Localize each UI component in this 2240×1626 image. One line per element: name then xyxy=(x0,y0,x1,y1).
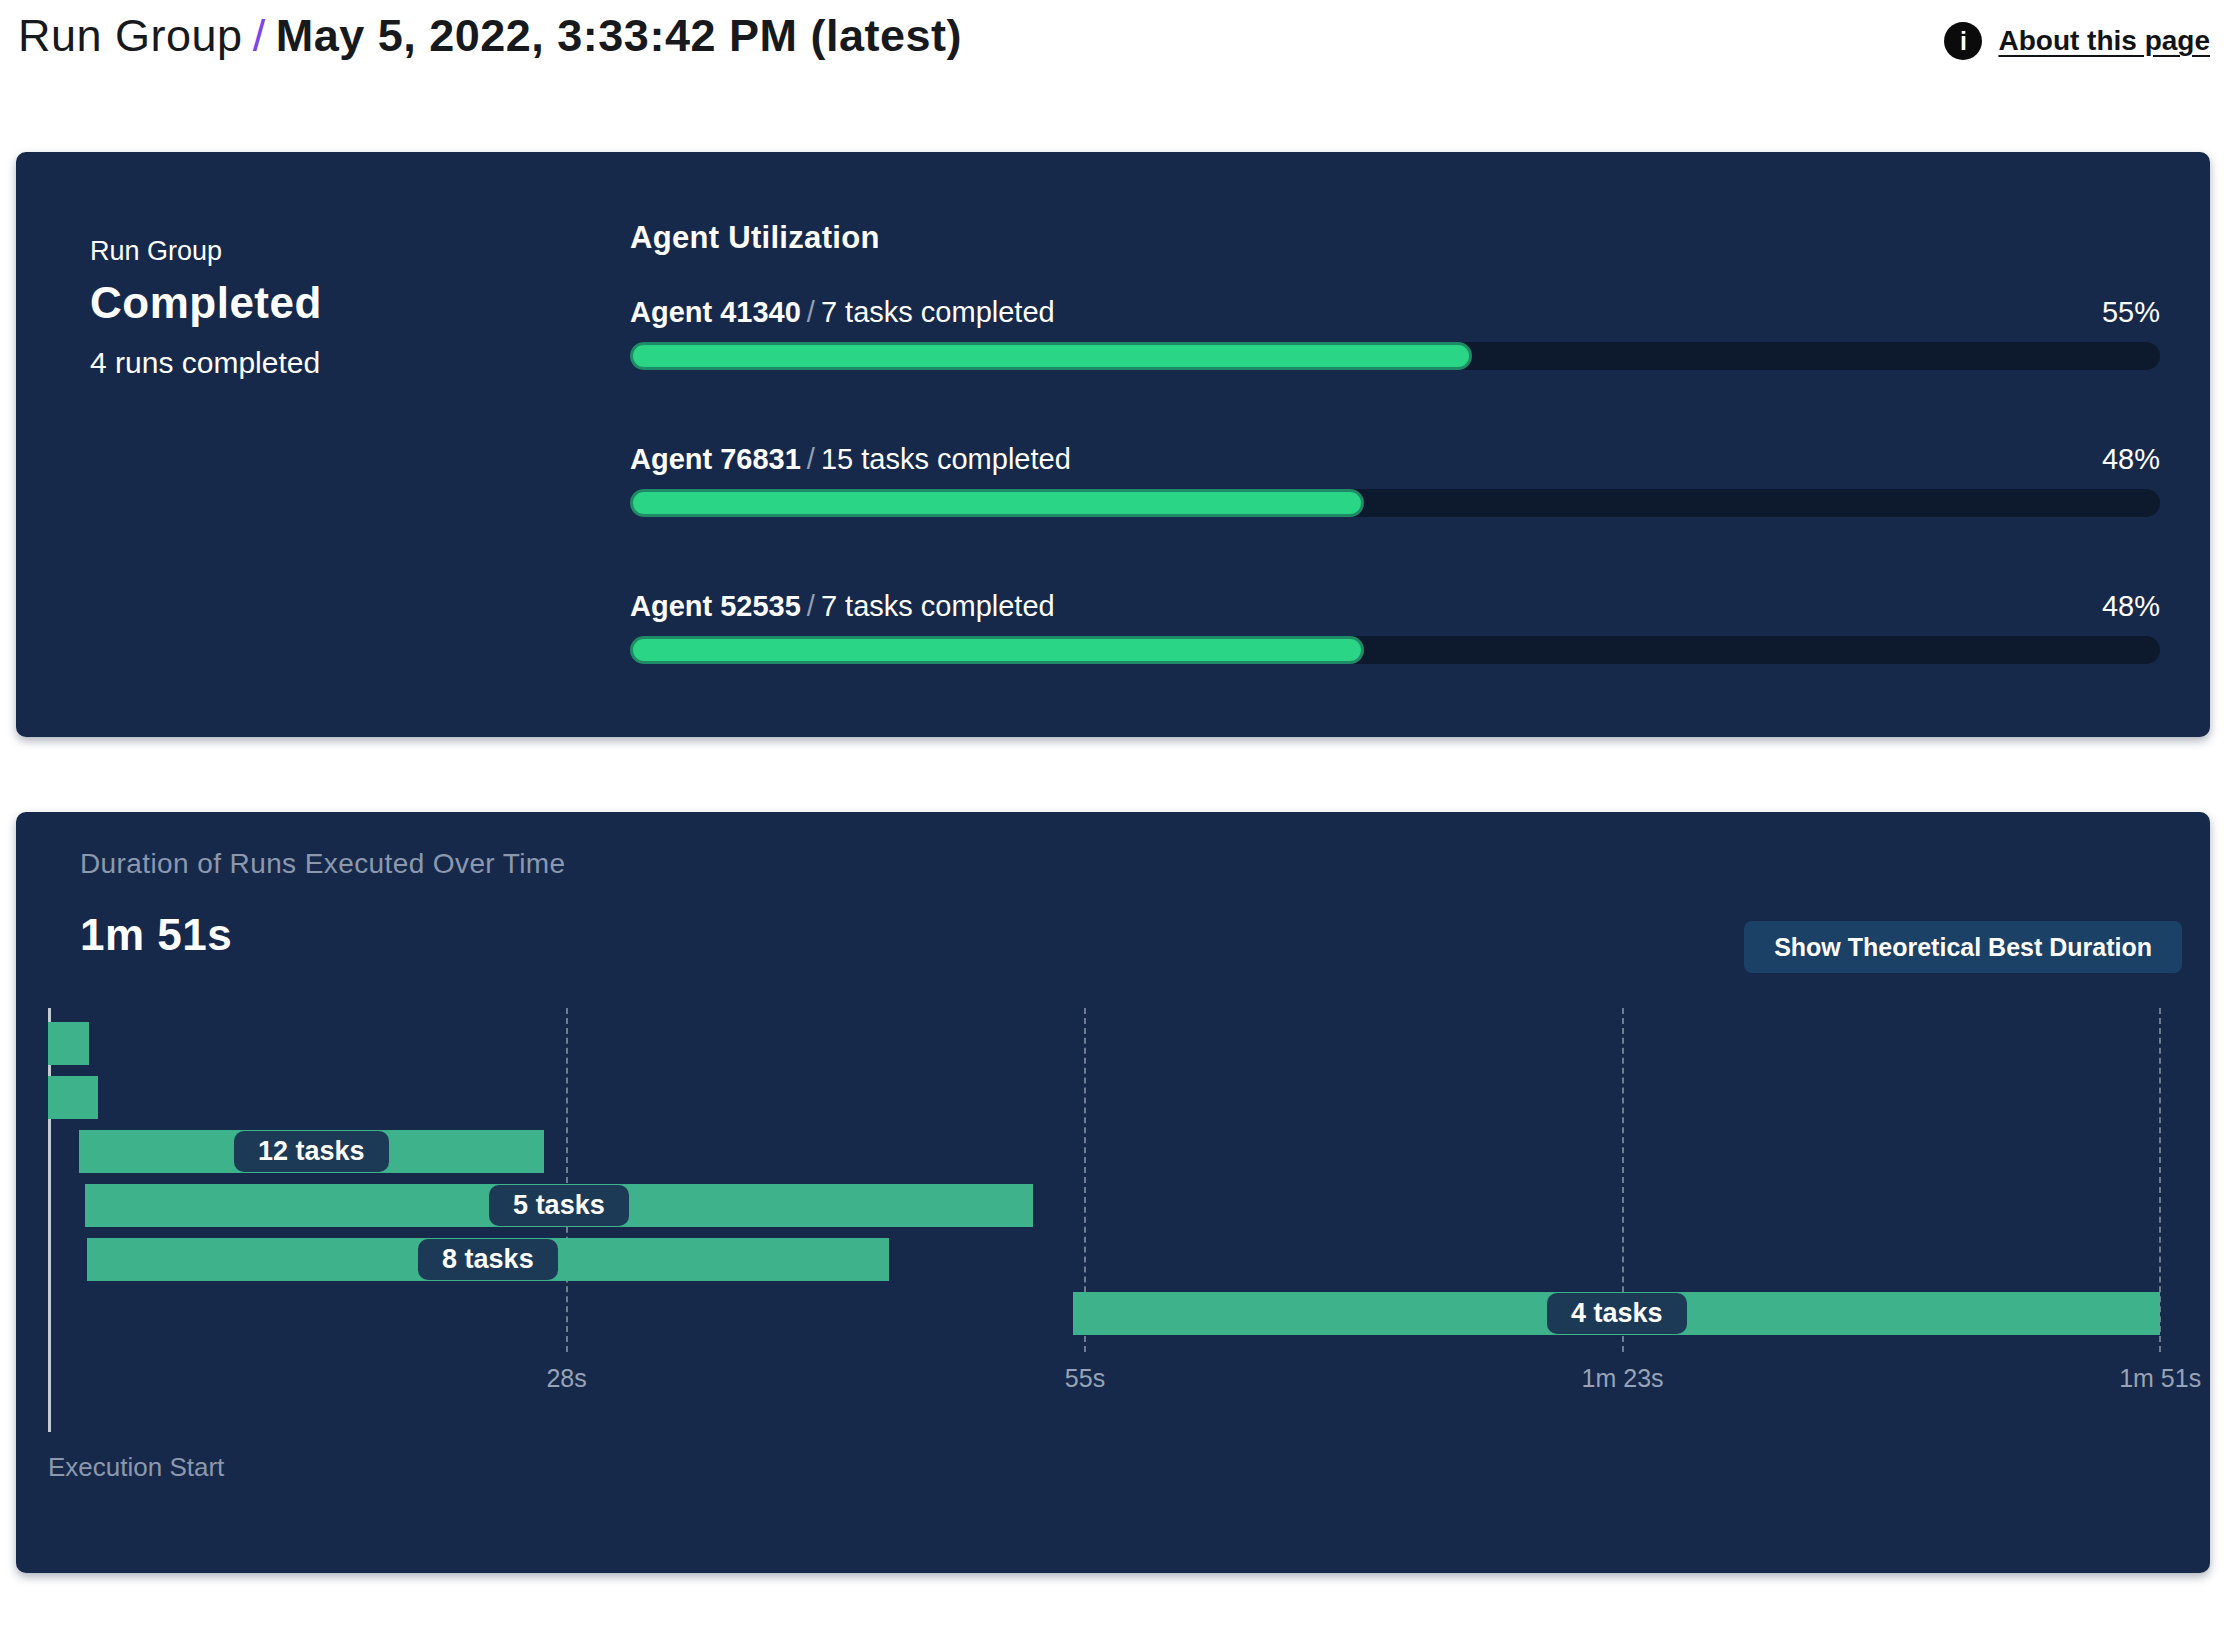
agent-label-separator: / xyxy=(801,296,821,328)
agent-label: Agent 41340/7 tasks completed xyxy=(630,296,1055,329)
info-icon[interactable]: i xyxy=(1944,22,1982,60)
utilization-fill xyxy=(630,489,1364,517)
breadcrumb: Run Group/May 5, 2022, 3:33:42 PM (lates… xyxy=(18,10,962,62)
agent-utilization-row: Agent 76831/15 tasks completed 48% xyxy=(630,443,2160,533)
dashed-gridline xyxy=(566,1008,568,1352)
task-count-pill: 5 tasks xyxy=(489,1185,629,1226)
agent-name: Agent 76831 xyxy=(630,443,801,475)
runs-completed-count: 4 runs completed xyxy=(90,346,320,380)
breadcrumb-separator: / xyxy=(243,10,276,61)
agent-utilization-row: Agent 41340/7 tasks completed 55% xyxy=(630,296,2160,386)
agent-name: Agent 52535 xyxy=(630,590,801,622)
duration-card: Duration of Runs Executed Over Time 1m 5… xyxy=(16,812,2210,1573)
agent-utilization-title: Agent Utilization xyxy=(630,220,880,256)
agent-label-separator: / xyxy=(801,443,821,475)
run-duration-bar[interactable] xyxy=(48,1022,88,1065)
task-count-pill: 8 tasks xyxy=(418,1239,558,1280)
run-duration-bar[interactable]: 12 tasks xyxy=(79,1130,544,1173)
agent-utilization-row: Agent 52535/7 tasks completed 48% xyxy=(630,590,2160,680)
task-count-pill: 4 tasks xyxy=(1547,1293,1687,1334)
utilization-progressbar-track xyxy=(630,342,2160,370)
utilization-progressbar-track xyxy=(630,489,2160,517)
utilization-fill xyxy=(630,342,1472,370)
agent-label-separator: / xyxy=(801,590,821,622)
status-card-eyebrow: Run Group xyxy=(90,236,222,267)
time-axis-tick-label: 28s xyxy=(487,1364,647,1393)
breadcrumb-run-group[interactable]: Run Group xyxy=(18,10,243,61)
run-duration-bar[interactable]: 5 tasks xyxy=(85,1184,1033,1227)
gantt-chart: 28s 55s 1m 23s 1m 51s xyxy=(16,812,2210,1573)
run-duration-bar[interactable]: 4 tasks xyxy=(1073,1292,2160,1335)
task-count-pill: 12 tasks xyxy=(234,1131,389,1172)
status-badge: Completed xyxy=(90,278,322,328)
page-title: May 5, 2022, 3:33:42 PM (latest) xyxy=(276,10,962,61)
agent-tasks-completed: 15 tasks completed xyxy=(821,443,1071,475)
agent-tasks-completed: 7 tasks completed xyxy=(821,296,1055,328)
agent-label: Agent 52535/7 tasks completed xyxy=(630,590,1055,623)
run-duration-bar[interactable] xyxy=(48,1076,98,1119)
utilization-percent: 55% xyxy=(2102,296,2160,329)
run-group-page: Run Group/May 5, 2022, 3:33:42 PM (lates… xyxy=(0,0,2240,1626)
utilization-percent: 48% xyxy=(2102,443,2160,476)
utilization-progressbar-track xyxy=(630,636,2160,664)
time-axis-tick-label: 1m 23s xyxy=(1543,1364,1703,1393)
utilization-percent: 48% xyxy=(2102,590,2160,623)
run-duration-bar[interactable]: 8 tasks xyxy=(87,1238,890,1281)
agent-label: Agent 76831/15 tasks completed xyxy=(630,443,1071,476)
agent-tasks-completed: 7 tasks completed xyxy=(821,590,1055,622)
time-axis-tick-label: 55s xyxy=(1005,1364,1165,1393)
time-axis-tick-label: 1m 51s xyxy=(2080,1364,2240,1393)
utilization-fill xyxy=(630,636,1364,664)
agent-name: Agent 41340 xyxy=(630,296,801,328)
execution-start-axis-line xyxy=(48,1008,51,1432)
execution-start-label: Execution Start xyxy=(48,1452,224,1483)
about-this-page: i About this page xyxy=(1944,22,2210,60)
run-group-status-card: Run Group Completed 4 runs completed Age… xyxy=(16,152,2210,737)
about-link[interactable]: About this page xyxy=(1998,25,2210,57)
